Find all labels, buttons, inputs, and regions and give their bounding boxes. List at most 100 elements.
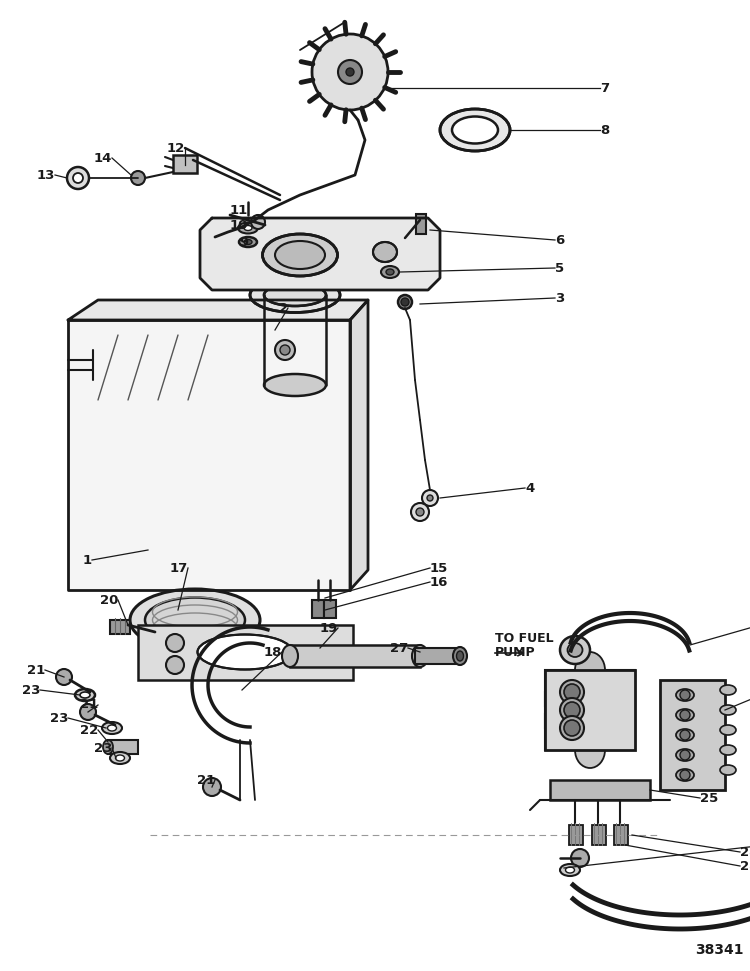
Ellipse shape: [676, 729, 694, 741]
Bar: [324, 600, 336, 618]
Ellipse shape: [560, 864, 580, 876]
Ellipse shape: [720, 685, 736, 695]
Text: 16: 16: [430, 576, 448, 588]
Circle shape: [680, 770, 690, 780]
Text: 13: 13: [37, 169, 55, 182]
Text: 6: 6: [555, 233, 564, 247]
Circle shape: [346, 68, 354, 76]
Bar: [592, 825, 606, 845]
Ellipse shape: [412, 645, 428, 667]
Text: 23: 23: [22, 684, 40, 696]
Ellipse shape: [575, 652, 605, 688]
Ellipse shape: [398, 295, 412, 309]
Circle shape: [67, 167, 89, 189]
Ellipse shape: [560, 716, 584, 740]
Ellipse shape: [262, 234, 338, 276]
Ellipse shape: [110, 752, 130, 764]
Ellipse shape: [457, 651, 464, 661]
Bar: [416, 214, 426, 234]
Ellipse shape: [676, 709, 694, 721]
Bar: [545, 670, 635, 750]
Text: 38341: 38341: [695, 943, 743, 957]
Ellipse shape: [264, 284, 326, 306]
Circle shape: [275, 340, 295, 360]
Text: 23: 23: [50, 712, 68, 724]
Ellipse shape: [556, 696, 584, 724]
Ellipse shape: [575, 696, 605, 732]
Text: 4: 4: [525, 482, 534, 494]
Text: 18: 18: [264, 646, 282, 658]
Bar: [550, 780, 650, 800]
Text: 1: 1: [82, 553, 92, 566]
Ellipse shape: [575, 710, 605, 746]
Circle shape: [73, 173, 83, 183]
Bar: [312, 600, 324, 618]
Bar: [108, 740, 138, 754]
Circle shape: [203, 778, 221, 796]
Ellipse shape: [440, 109, 510, 151]
Circle shape: [564, 720, 580, 736]
Text: 20: 20: [100, 593, 118, 607]
Ellipse shape: [452, 117, 498, 144]
Ellipse shape: [250, 278, 340, 313]
Circle shape: [571, 849, 589, 867]
Circle shape: [560, 700, 580, 720]
Ellipse shape: [238, 222, 258, 233]
Circle shape: [312, 34, 388, 110]
Circle shape: [680, 690, 690, 700]
Circle shape: [131, 171, 145, 185]
Text: 10: 10: [230, 218, 248, 231]
Circle shape: [416, 508, 424, 516]
Text: TO FUEL: TO FUEL: [495, 631, 554, 645]
Text: 28: 28: [740, 846, 750, 858]
Circle shape: [411, 503, 429, 521]
Circle shape: [680, 750, 690, 760]
Bar: [415, 648, 460, 664]
Ellipse shape: [575, 688, 605, 724]
Ellipse shape: [116, 755, 124, 761]
Text: 21: 21: [196, 774, 215, 787]
Text: 7: 7: [600, 82, 609, 94]
Polygon shape: [68, 320, 350, 590]
Text: PUMP: PUMP: [495, 646, 536, 658]
Ellipse shape: [560, 636, 590, 664]
Polygon shape: [350, 300, 368, 590]
Circle shape: [680, 710, 690, 720]
Circle shape: [251, 215, 265, 229]
Ellipse shape: [282, 645, 298, 667]
Ellipse shape: [381, 266, 399, 278]
Circle shape: [338, 60, 362, 84]
Ellipse shape: [556, 718, 584, 746]
Text: 2: 2: [279, 302, 288, 315]
Circle shape: [564, 684, 580, 700]
Ellipse shape: [575, 732, 605, 768]
Ellipse shape: [720, 765, 736, 775]
Ellipse shape: [566, 867, 574, 873]
Ellipse shape: [264, 374, 326, 396]
Circle shape: [280, 345, 290, 355]
Bar: [173, 155, 197, 173]
Ellipse shape: [102, 722, 122, 734]
Ellipse shape: [145, 597, 245, 643]
Ellipse shape: [560, 698, 584, 722]
Bar: [660, 680, 725, 790]
Ellipse shape: [130, 589, 260, 651]
Bar: [545, 714, 635, 750]
Ellipse shape: [75, 689, 95, 701]
Circle shape: [560, 722, 580, 742]
Text: 15: 15: [430, 561, 448, 575]
Text: 28: 28: [740, 859, 750, 873]
Ellipse shape: [244, 225, 252, 230]
Ellipse shape: [275, 241, 325, 269]
Ellipse shape: [386, 269, 394, 275]
Circle shape: [422, 490, 438, 506]
Text: 21: 21: [27, 663, 45, 677]
Text: 27: 27: [390, 642, 408, 654]
Text: 23: 23: [94, 742, 112, 754]
Text: 22: 22: [80, 723, 98, 736]
Text: 19: 19: [320, 621, 338, 634]
Polygon shape: [68, 300, 368, 320]
Ellipse shape: [720, 705, 736, 715]
Circle shape: [401, 298, 409, 306]
Ellipse shape: [239, 237, 257, 247]
